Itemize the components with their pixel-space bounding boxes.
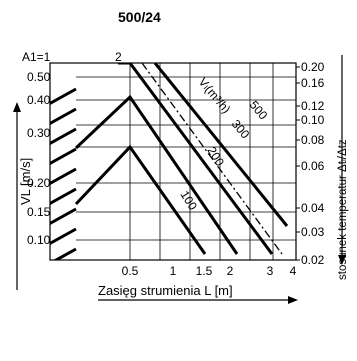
x-tick-labels: 0.5 1 1.5 2 3 4 [122,264,297,278]
grid [76,63,297,260]
dash-dot-line [141,63,283,255]
y-right-tick-label: 0.06 [301,159,325,173]
left-axis-arrowhead [13,102,21,112]
ratio-2-label: 2 [115,50,122,64]
hatch-line [50,187,77,206]
hatch-line [50,127,77,146]
y-right-tick-label: 0.02 [301,253,325,267]
hatch-line [53,247,77,260]
y-right-tick-label: 0.20 [301,60,325,74]
y-right-tick-label: 0.03 [301,225,325,239]
x-axis-arrowhead [288,296,298,304]
y-left-tick-label: 0.50 [27,70,51,84]
y-left-tick-label: 0.40 [27,93,51,107]
series-300 [128,63,274,255]
y-left-tick-label: 0.15 [27,205,51,219]
x-tick-label: 1.5 [196,264,213,278]
plot-frame [49,62,297,261]
x-tick-label: 1 [170,264,177,278]
left-tick-labels: 0.50 0.40 0.30 0.20 0.15 0.10 [27,70,51,247]
ratio-a1-label: A1=1 [22,50,51,64]
hatch-line [50,207,77,226]
hatch-line [50,147,77,166]
series-100 [74,144,207,255]
y-left-tick-label: 0.10 [27,233,51,247]
chart-title: 500/24 [118,9,161,25]
y-right-tick-label: 0.16 [301,76,325,90]
x-tick-label: 3 [267,264,274,278]
y-left-tick-label: 0.30 [27,126,51,140]
curve-label: 100 [177,188,200,213]
curve-label: 300 [229,117,253,142]
x-axis-label: Zasięg strumienia L [m] [98,283,233,298]
x-tick-label: 0.5 [122,264,139,278]
x-tick-label: 2 [227,264,234,278]
series-layer [74,63,289,255]
left-hatch-lines [50,87,77,260]
series-200 [74,94,239,255]
x-tick-label: 4 [290,264,297,278]
y-axis-left-label: VL [m/s] [18,158,33,205]
right-axis-arrowhead [338,255,346,265]
series-500 [153,63,289,227]
right-tick-labels: 0.20 0.16 0.120.10 0.08 0.06 0.04 0.03 0.02 [296,60,325,267]
flow-axis-label: Vₗ(m³/h) [196,75,234,116]
hatch-line [50,87,77,106]
y-right-tick-label: 0.08 [301,133,325,147]
hatch-line [50,167,77,186]
y-right-tick-label: 0.10 [301,113,325,127]
y-left-tick-label: 0.20 [27,176,51,190]
hatch-line [50,107,77,126]
y-axis-right-label: stosunek temperatur Δtₗ/Δtz [337,139,349,280]
hatch-line [50,227,77,246]
y-right-tick-label: 0.04 [301,201,325,215]
y-right-tick-label: 0.12 [301,99,325,113]
